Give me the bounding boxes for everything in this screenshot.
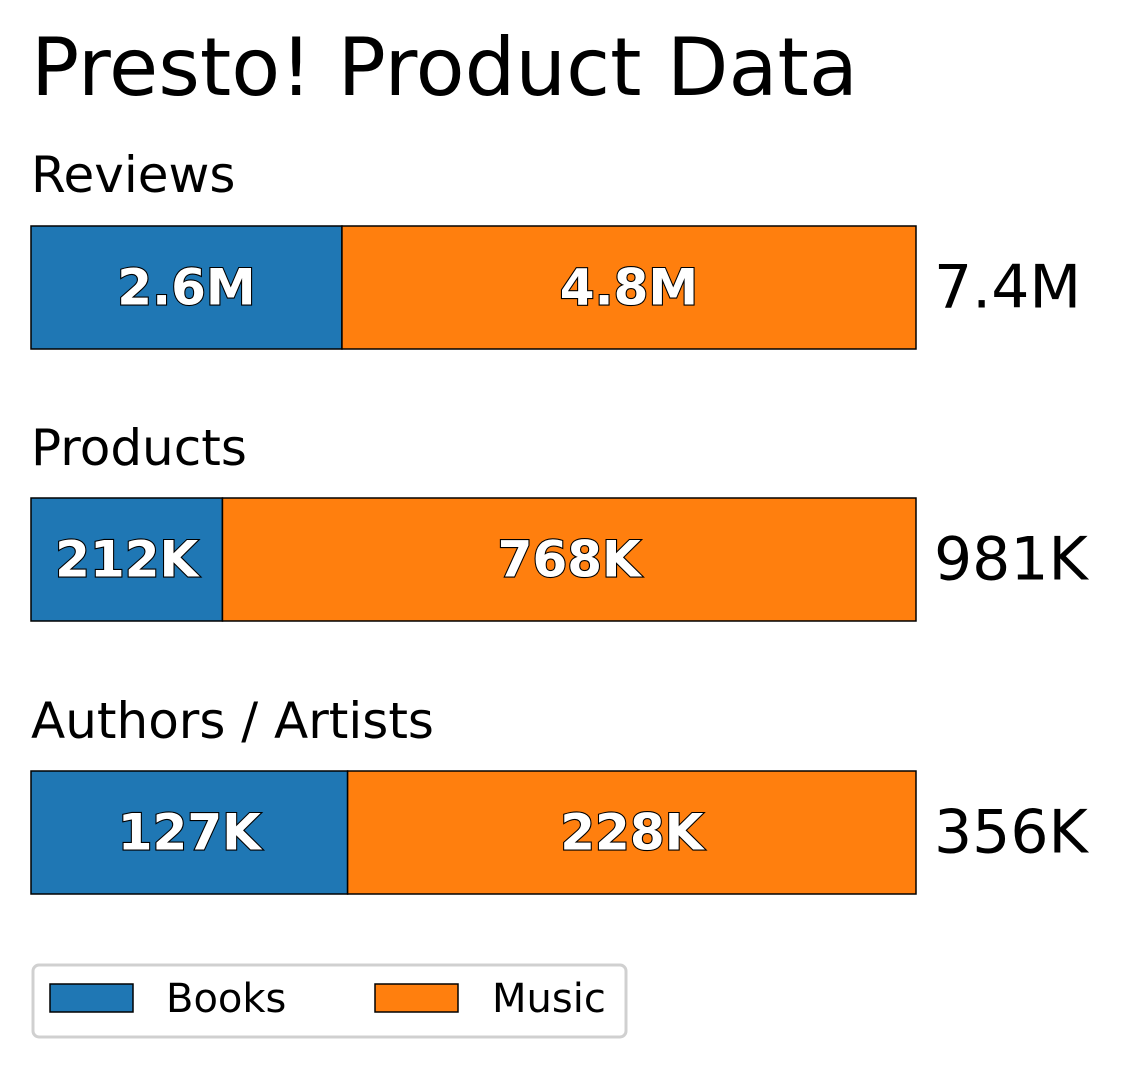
section-title-products: Products [31,419,247,477]
bar-segment-music-authors-artists [346,770,917,895]
section-title-authors-artists: Authors / Artists [31,692,434,750]
total-label-products: 981K [934,525,1090,595]
legend-swatch-books [49,983,134,1013]
total-label-reviews: 7.4M [934,253,1081,323]
legend-label-books: Books [166,976,286,1022]
data-label-music-authors-artists: 228K [560,804,705,862]
bar-group-authors-artists: Authors / Artists 127K 228K 356K [30,692,1090,895]
data-label-books-products: 212K [55,531,200,589]
legend-swatch-music [374,983,459,1013]
legend: Books Music [31,963,628,1039]
bar-group-reviews: Reviews 2.6M 4.8M 7.4M [30,146,1081,350]
data-label-music-reviews: 4.8M [560,259,698,317]
legend-label-music: Music [492,976,606,1022]
data-label-books-reviews: 2.6M [117,259,255,317]
chart-title: Presto! Product Data [31,21,858,114]
data-label-books-authors-artists: 127K [118,804,263,862]
bar-segment-music-products [221,497,917,622]
legend-frame [31,963,628,1039]
bars-layer: Reviews 2.6M 4.8M 7.4M Products 212K 768K 981K A… [30,146,1090,895]
bar-segment-books-authors-artists [30,770,349,895]
bar-segment-books-products [30,497,224,622]
data-label-music-products: 768K [498,531,643,589]
section-title-reviews: Reviews [31,146,235,204]
bar-group-products: Products 212K 768K 981K [30,419,1090,622]
bar-segment-books-reviews [30,225,343,350]
bar-segment-music-reviews [341,225,917,350]
total-label-authors-artists: 356K [934,798,1090,868]
